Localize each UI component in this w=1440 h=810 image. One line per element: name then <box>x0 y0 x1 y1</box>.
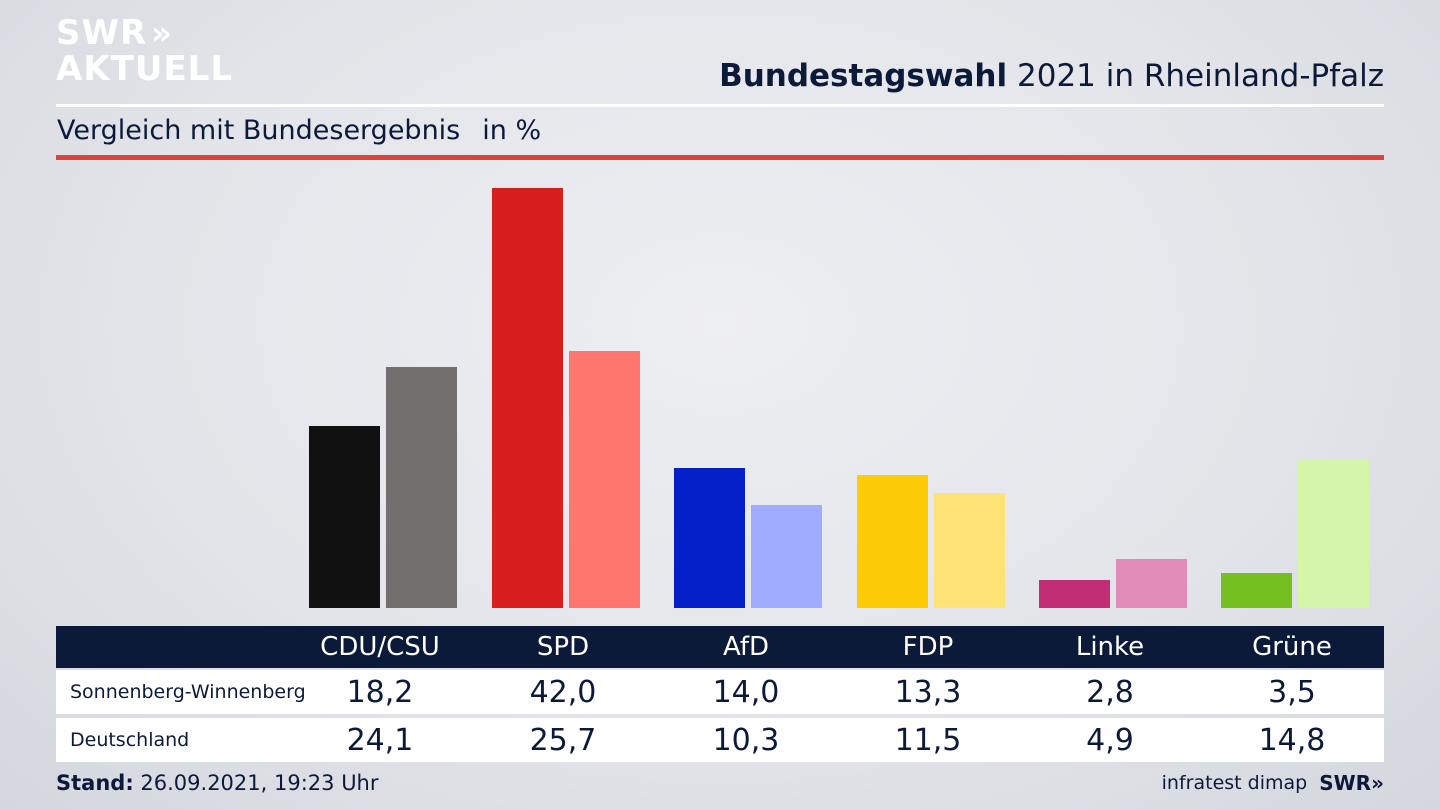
table-cell: 14,8 <box>1258 722 1326 758</box>
bar-district <box>674 468 745 608</box>
table-row: Deutschland 24,1 25,7 10,3 11,5 4,9 14,8 <box>56 718 1384 762</box>
table-cell: 3,5 <box>1268 674 1316 710</box>
table-cell: 25,7 <box>529 722 597 758</box>
table-header-row: CDU/CSU SPD AfD FDP Linke Grüne <box>56 626 1384 668</box>
bar-national <box>1116 559 1187 608</box>
column-header: SPD <box>536 632 590 662</box>
row-label: Deutschland <box>70 729 190 751</box>
bar-district <box>1039 580 1110 608</box>
source-credit: infratest dimap SWR» <box>1162 771 1384 795</box>
logo-swr: SWR <box>56 13 148 53</box>
table-cell: 42,0 <box>529 674 597 710</box>
chart-title-bold: Bundestagswahl <box>719 58 1008 94</box>
bar-national <box>751 505 822 608</box>
column-header: FDP <box>902 632 954 662</box>
table-cell: 4,9 <box>1086 722 1134 758</box>
swr-brand-icon: SWR» <box>1319 771 1384 795</box>
chart-title-rest: 2021 in Rheinland-Pfalz <box>1017 58 1384 94</box>
table-cell: 10,3 <box>712 722 780 758</box>
bar-district <box>857 475 928 608</box>
bar-national <box>386 367 457 608</box>
table-cell: 18,2 <box>346 674 414 710</box>
bar-district <box>492 188 563 608</box>
stand-timestamp: Stand: 26.09.2021, 19:23 Uhr <box>56 771 379 795</box>
accent-rule <box>56 155 1384 160</box>
title-divider <box>56 104 1384 107</box>
logo-aktuell: AKTUELL <box>56 49 234 89</box>
table-cell: 13,3 <box>894 674 962 710</box>
table-row: Sonnenberg-Winnenberg 18,2 42,0 14,0 13,3 2,… <box>56 670 1384 714</box>
bar-district <box>1221 573 1292 608</box>
stand-label: Stand: <box>56 771 134 795</box>
table-cell: 24,1 <box>346 722 414 758</box>
row-label: Sonnenberg-Winnenberg <box>70 681 306 703</box>
bar-national <box>569 351 640 608</box>
table-cell: 11,5 <box>894 722 962 758</box>
subtitle-text: Vergleich mit Bundesergebnis <box>57 115 461 146</box>
table-cell: 2,8 <box>1086 674 1134 710</box>
stand-value: 26.09.2021, 19:23 Uhr <box>140 771 379 795</box>
bar-district <box>309 426 380 608</box>
table-cell: 14,0 <box>712 674 780 710</box>
bar-national <box>934 493 1005 608</box>
column-header: Grüne <box>1252 632 1332 662</box>
bar-national <box>1298 460 1369 608</box>
column-header: CDU/CSU <box>320 632 440 662</box>
chart-title: Bundestagswahl 2021 in Rheinland-Pfalz <box>719 58 1384 94</box>
bar-chart <box>309 188 1369 608</box>
source-text: infratest dimap <box>1161 772 1308 794</box>
chart-subtitle: Vergleich mit Bundesergebnis in % <box>57 115 541 146</box>
swr-aktuell-logo: SWR» AKTUELL <box>56 16 233 86</box>
column-header: Linke <box>1075 632 1145 662</box>
column-header: AfD <box>722 632 770 662</box>
subtitle-unit: in % <box>482 115 542 146</box>
